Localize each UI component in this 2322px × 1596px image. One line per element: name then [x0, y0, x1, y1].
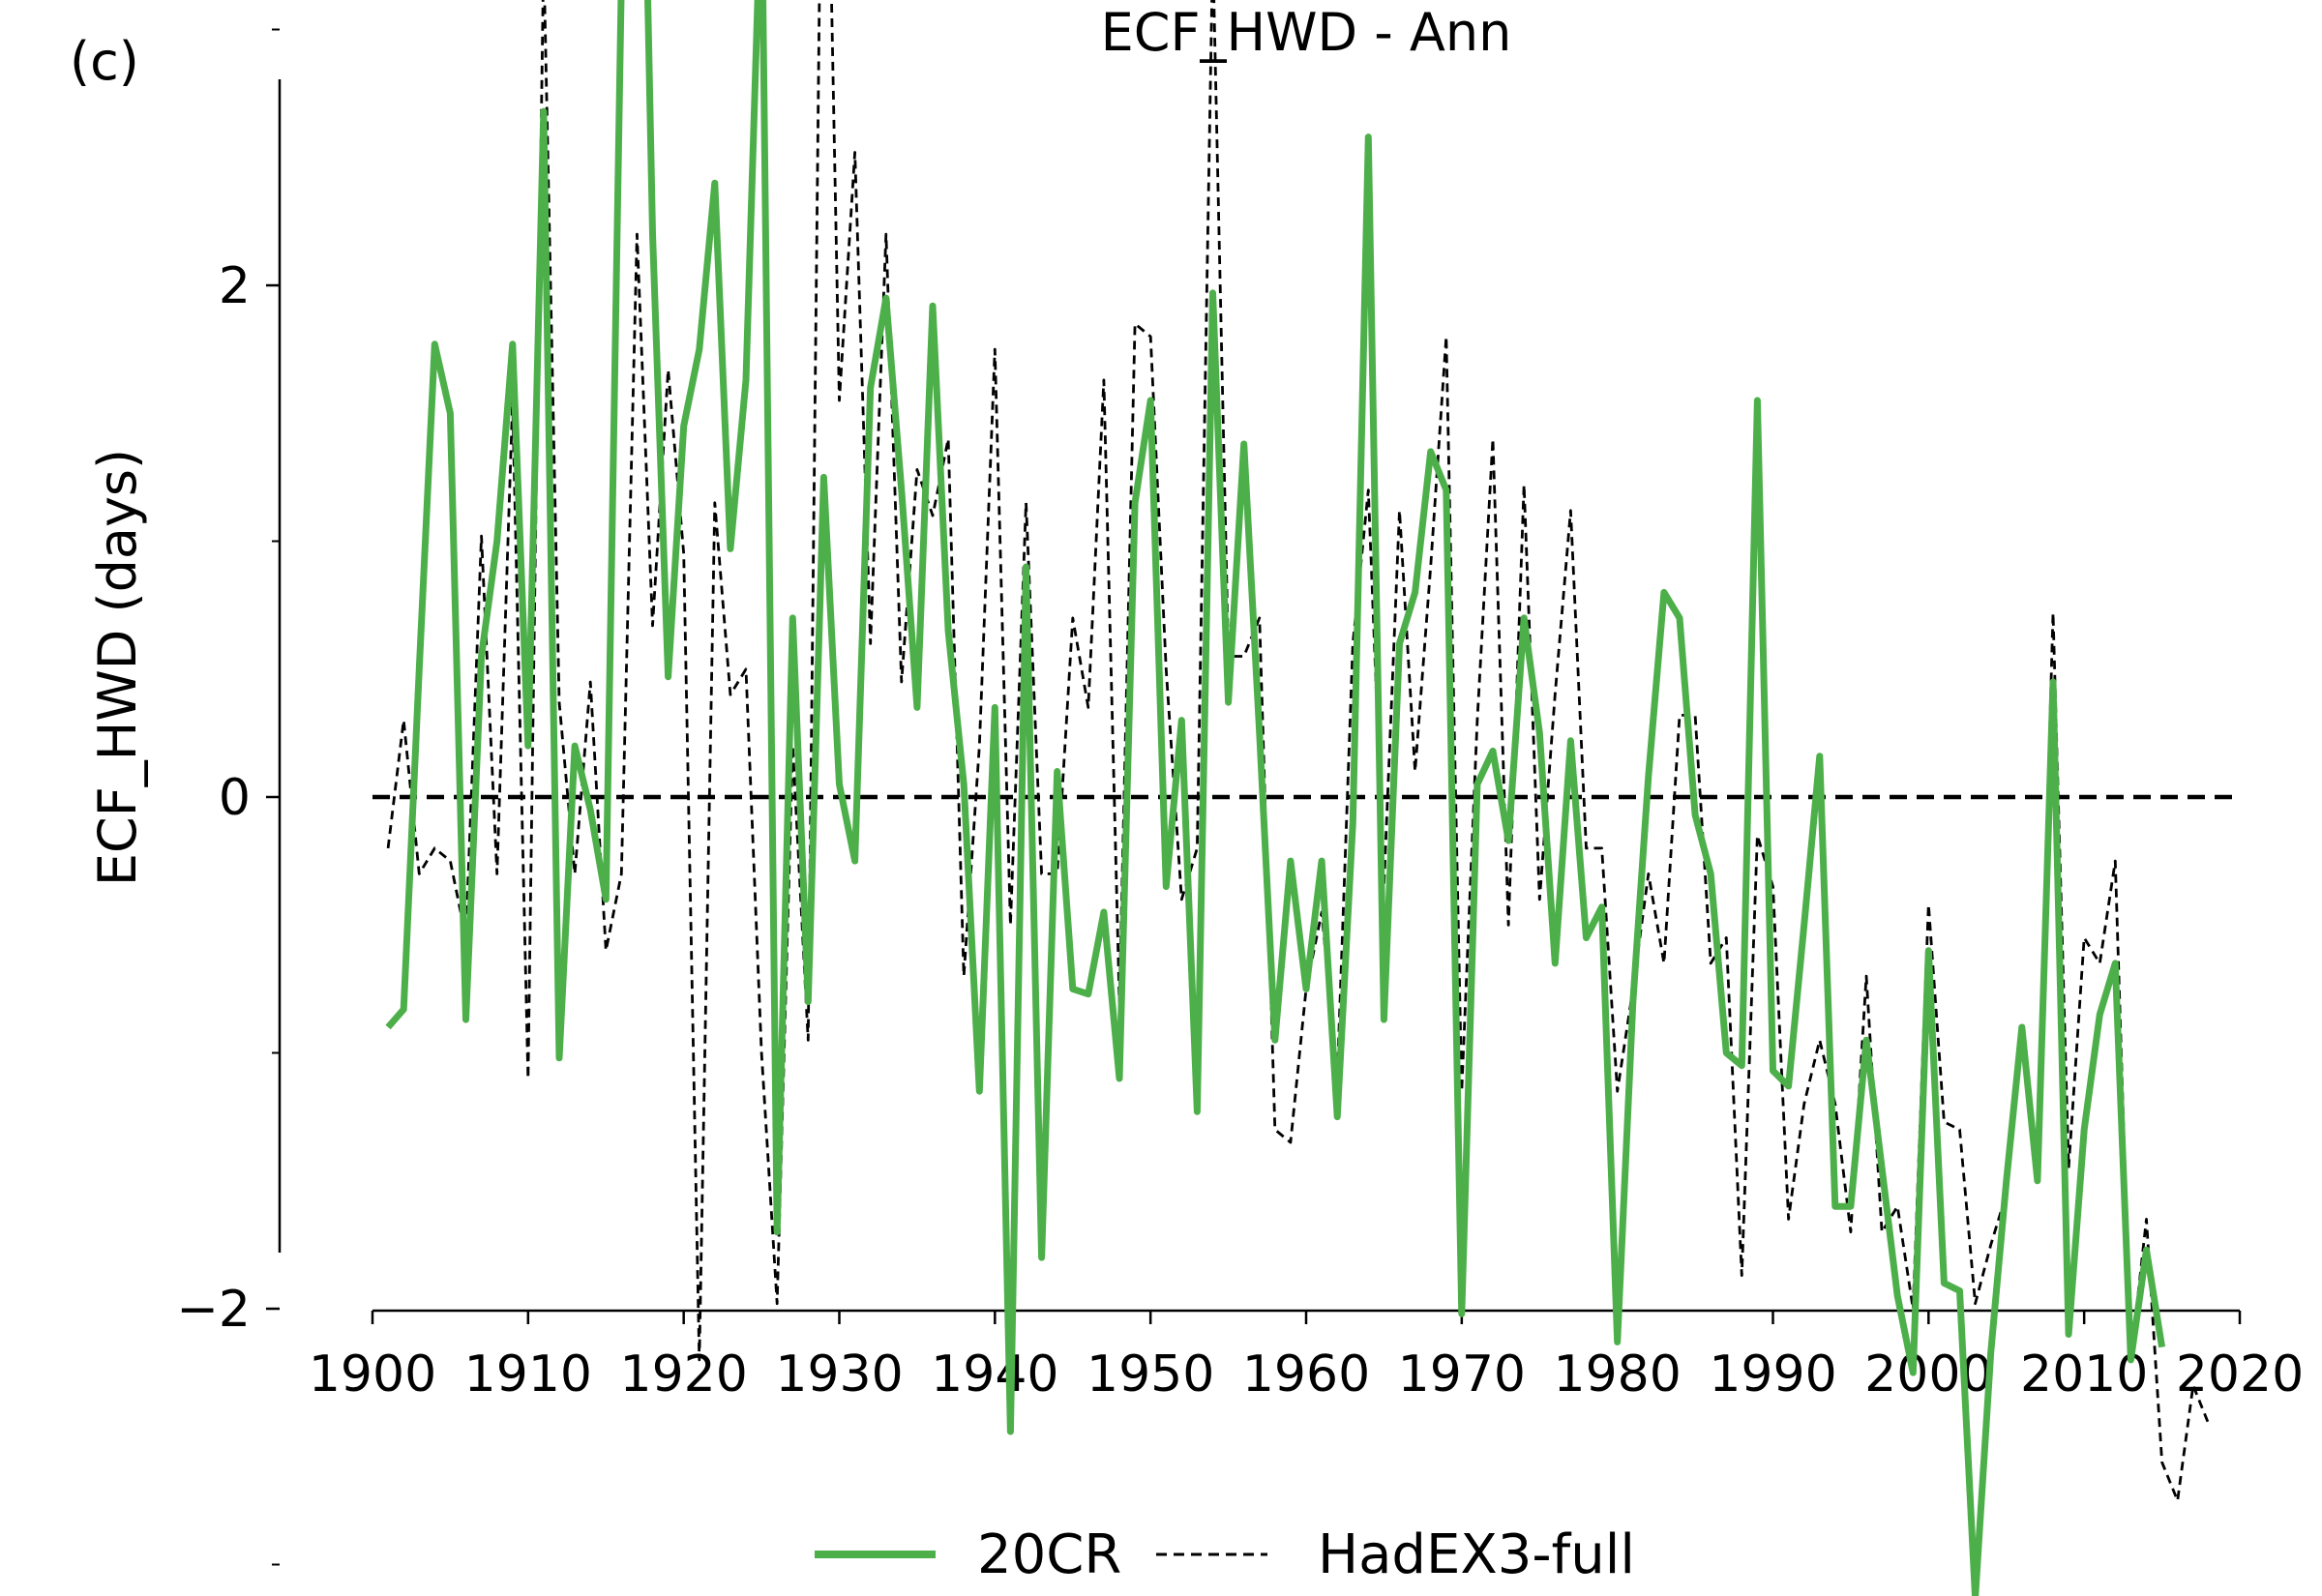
legend-label-hadex3: HadEX3-full: [1318, 1523, 1635, 1586]
x-tick-label: 1960: [1242, 1345, 1370, 1404]
x-tick-label: 1900: [309, 1345, 436, 1404]
y-tick-label: 2: [219, 257, 251, 315]
x-tick-label: 1990: [1709, 1345, 1836, 1404]
series-line-20cr: [385, 0, 2166, 1596]
x-tick-label: 1950: [1087, 1345, 1214, 1404]
x-tick-label: 2010: [2020, 1345, 2148, 1404]
x-axis: 1900 1910 1920 1930 1940 1950 1960 1970 1980 1990…: [309, 1309, 2304, 1404]
panel-label: (c): [70, 31, 139, 92]
y-tick-label: 0: [219, 769, 251, 827]
x-tick-label: 2020: [2176, 1345, 2304, 1404]
chart-title: ECF_HWD - Ann: [1101, 2, 1512, 63]
x-tick-label: 1970: [1398, 1345, 1526, 1404]
y-axis: −2024: [176, 28, 282, 1566]
plot-area: [372, 0, 2240, 1596]
x-tick-label: 1930: [775, 1345, 903, 1404]
x-tick-label: 1920: [619, 1345, 747, 1404]
legend: 20CR HadEX3-full: [815, 1523, 1635, 1586]
x-tick-label: 1940: [931, 1345, 1058, 1404]
series-line-hadex3-full: [386, 0, 2211, 1502]
x-tick-label: 1980: [1553, 1345, 1681, 1404]
y-tick-label: −2: [176, 1281, 251, 1339]
x-tick-label: 2000: [1864, 1345, 1992, 1404]
y-axis-label: ECF_HWD (days): [87, 449, 148, 886]
legend-label-20CR: 20CR: [977, 1523, 1121, 1586]
x-tick-label: 1910: [464, 1345, 592, 1404]
